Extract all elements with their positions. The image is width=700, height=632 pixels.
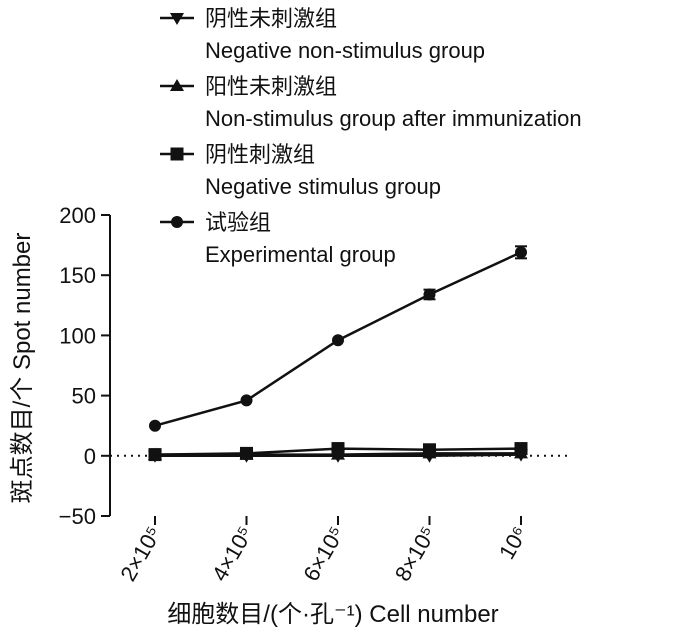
data-point [149,419,161,432]
y-axis-label: 斑点数目/个 Spot number [9,233,36,504]
x-tick-label: 10⁶ [494,522,532,564]
y-tick-label: −50 [59,504,96,529]
legend-label-en: Negative stimulus group [205,174,441,199]
data-point [423,288,436,301]
legend-marker [170,79,184,91]
data-point [148,448,162,462]
y-tick-label: 50 [72,384,96,409]
x-axis-label: 细胞数目/(个·孔⁻¹) Cell number [167,601,498,628]
legend: 阴性未刺激组 Negative non-stimulus group 阳性未刺激组 N… [160,6,582,267]
y-tick-label: 150 [59,263,96,288]
data-point [240,394,253,407]
legend-marker [170,147,184,161]
data-point [423,443,436,457]
legend-label-en: Non-stimulus group after immunization [205,106,582,131]
x-tick-label: 2×10⁵ [115,522,166,585]
legend-label-zh: 试验组 [205,210,271,235]
y-tick-label: 100 [59,323,96,348]
legend-label-zh: 阳性未刺激组 [205,74,337,99]
data-point [240,446,253,460]
x-tick-label: 6×10⁵ [298,522,349,585]
legend-label-zh: 阴性未刺激组 [205,6,337,31]
data-point [332,334,344,347]
x-tick-label: 8×10⁵ [390,522,441,585]
y-tick-label: 0 [84,444,96,469]
y-tick-label: 200 [59,203,96,228]
data-point [331,442,345,456]
data-point [515,246,527,259]
legend-marker [170,13,184,25]
legend-label-zh: 阴性刺激组 [205,142,315,167]
legend-marker [171,216,183,228]
x-tick-label: 4×10⁵ [207,522,258,585]
legend-label-en: Experimental group [205,242,396,267]
data-point [514,442,528,456]
legend-label-en: Negative non-stimulus group [205,38,485,63]
